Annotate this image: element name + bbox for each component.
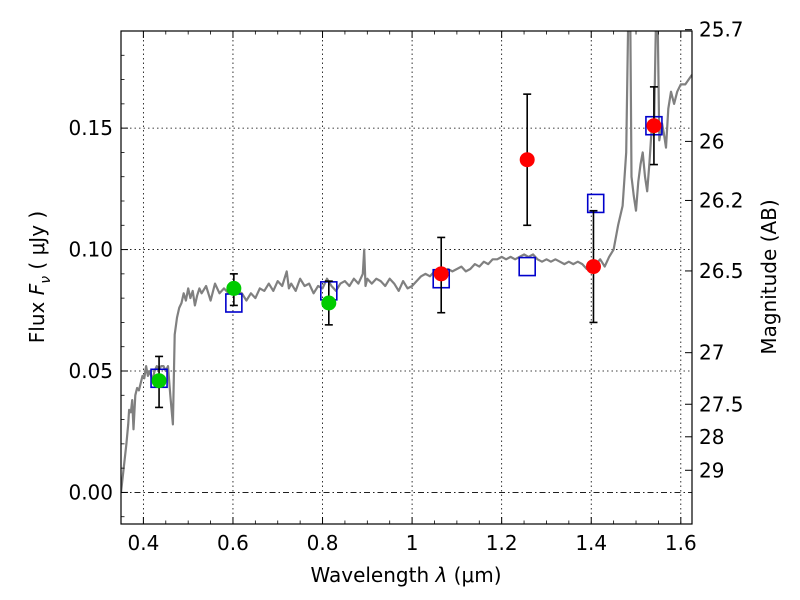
y-tick-label: 0.15 [68, 116, 113, 140]
magnitude-tick-label: 29 [699, 458, 724, 482]
observed-point-green [151, 373, 167, 389]
model-box-marker [586, 193, 605, 214]
x-tick-label: 1.2 [486, 531, 518, 555]
y-axis-title: Flux Fν ( μJy ) [25, 211, 54, 343]
x-axis-title-unit: (μm) [447, 563, 501, 587]
y-axis-title-nu: ν [38, 276, 54, 284]
magnitude-tick-label: 26 [699, 129, 724, 153]
y-tick-label: 0.05 [68, 359, 113, 383]
x-tick-label: 0.8 [307, 531, 339, 555]
model-spectrum-line [121, 31, 692, 493]
plot-frame [120, 30, 693, 525]
x-tick-label: 1 [406, 531, 419, 555]
observed-point-green [226, 280, 242, 296]
magnitude-tick-label: 26.5 [699, 259, 744, 283]
x-tick-label: 0.4 [127, 531, 159, 555]
observed-point-red [585, 259, 601, 275]
magnitude-tick-label: 26.2 [699, 188, 744, 212]
x-axis-title: Wavelength λ (μm) [310, 563, 501, 587]
magnitude-axis-title: Magnitude (AB) [757, 199, 781, 354]
data-layer [121, 31, 692, 493]
observed-point-red [433, 266, 449, 282]
magnitude-tick-label: 27.5 [699, 392, 744, 416]
x-tick-label: 0.6 [217, 531, 249, 555]
x-axis-title-prefix: Wavelength [310, 563, 435, 587]
x-tick-label: 1.4 [575, 531, 607, 555]
grid-lines [121, 31, 692, 524]
y-axis-title-f: F [25, 283, 49, 295]
x-tick-label: 1.6 [665, 531, 697, 555]
magnitude-tick-label: 28 [699, 425, 724, 449]
observed-point-red [646, 118, 662, 134]
observed-point-red [519, 152, 535, 168]
magnitude-tick-label: 27 [699, 341, 724, 365]
y-tick-label: 0.10 [68, 238, 113, 262]
observed-point-green [321, 295, 337, 311]
y-axis-title-unit: ( μJy ) [25, 211, 49, 276]
y-tick-label: 0.00 [68, 480, 113, 504]
model-box-marker [518, 256, 536, 277]
ticks: 0.4 0.6 0.8 1 1.2 1.4 1.6 0.00 0.05 0.10 0.15 25.7 2… [68, 18, 743, 555]
magnitude-tick-label: 25.7 [699, 18, 744, 42]
y-axis-title-prefix: Flux [25, 295, 49, 343]
x-axis-title-lambda: λ [434, 563, 447, 587]
